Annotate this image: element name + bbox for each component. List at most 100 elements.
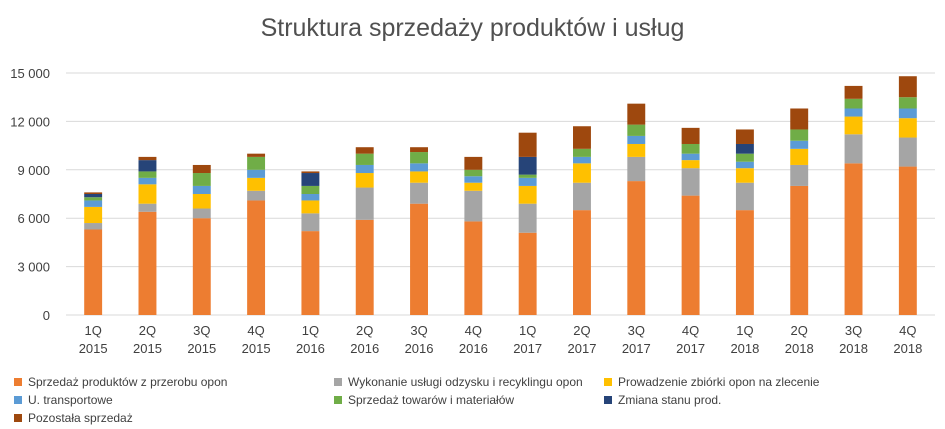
bar-segment [844,134,863,164]
bar-segment [518,174,537,178]
x-tick-label: 2015 [133,341,162,356]
bar-segment [301,200,320,214]
bar-segment [247,153,266,157]
bar-segment [464,221,483,315]
x-tick-label: 2017 [622,341,651,356]
chart-title: Struktura sprzedaży produktów i usług [260,14,685,42]
bar-segment [138,177,157,185]
bar-segment [84,229,103,315]
x-tick-label: 1Q [736,323,753,338]
bar-segment [192,173,211,186]
bar-segment [84,194,103,198]
x-tick-label: 2Q [573,323,590,338]
bar-segment [844,163,863,315]
legend-swatch [334,396,342,404]
x-tick-label: 2018 [839,341,868,356]
x-tick-label: 4Q [465,323,482,338]
x-tick-label: 3Q [628,323,645,338]
bar-segment [138,211,157,315]
bar-segment [573,210,591,315]
x-axis-ticks: 1Q 2015 2Q 2015 3Q 2015 4Q 2015 1Q 2016 2Q 2016 3Q 20… [79,323,923,356]
bar-segment [355,219,374,315]
bar-segment [681,127,700,144]
bar-segment [573,163,591,183]
bar-segment [898,76,917,98]
bar-segment [735,153,754,162]
legend-swatch [334,378,342,386]
legend-item: Pozostała sprzedaż [14,411,133,425]
legend-label: U. transportowe [28,393,113,407]
bar-segment [247,190,266,201]
bar-segment [735,129,754,144]
y-tick-label: 6 000 [17,211,50,226]
y-tick-label: 12 000 [10,114,50,129]
x-tick-label: 2016 [459,341,488,356]
bar-segment [84,206,103,224]
bar-segment [844,116,863,135]
bar-segment [627,135,646,144]
y-tick-label: 15 000 [10,66,50,81]
bar-segment [410,171,428,183]
bar-segment [627,124,646,136]
legend-item: Zmiana stanu prod. [604,393,721,407]
x-tick-label: 2017 [513,341,542,356]
x-tick-label: 2Q [791,323,808,338]
x-tick-label: 2Q [139,323,156,338]
legend-item: Sprzedaż produktów z przerobu opon [14,375,227,389]
bar-segment [355,187,374,220]
legend-swatch [14,414,22,422]
bar-segment [138,171,157,178]
bar-segment [301,171,320,174]
bar-segment [192,194,211,209]
bar-segment [247,156,266,170]
bar-segment [627,103,646,125]
bar-segment [410,182,428,204]
bar-segment [898,166,917,315]
bar-segment [573,126,591,149]
x-tick-label: 4Q [899,323,916,338]
bar-segment [790,140,809,149]
bar-segment [627,181,646,315]
x-tick-label: 2016 [350,341,379,356]
x-tick-label: 4Q [682,323,699,338]
bar-segment [84,223,103,230]
bar-segment [898,118,917,138]
y-tick-label: 0 [43,308,50,323]
x-tick-label: 3Q [193,323,210,338]
x-tick-label: 2016 [405,341,434,356]
legend-label: Wykonanie usługi odzysku i recyklingu op… [348,375,583,389]
legend-label: Sprzedaż towarów i materiałów [348,393,515,407]
bar-segment [84,197,103,201]
legend-swatch [604,396,612,404]
bar-segment [681,153,700,161]
x-tick-label: 2016 [296,341,325,356]
bar-segment [247,177,266,191]
x-tick-label: 2015 [79,341,108,356]
bar-segment [138,203,157,212]
bar-segment [735,210,754,315]
bar-segment [790,108,809,130]
bar-segment [518,185,537,204]
bar-segment [464,190,483,222]
bar-segment [573,182,591,211]
bar-segment [192,208,211,219]
bar-segment [247,200,266,315]
bar-segment [138,156,157,161]
bar-segment [84,192,103,194]
bar-segment [573,148,591,157]
bar-segment [844,85,863,99]
bar-segment [898,108,917,119]
bar-segment [464,182,483,191]
bar-segment [355,147,374,154]
legend-label: Zmiana stanu prod. [618,393,722,407]
bar-segment [790,164,809,186]
legend-swatch [14,396,22,404]
bar-segment [518,203,537,233]
x-tick-label: 2015 [242,341,271,356]
bar-segment [355,173,374,188]
bar-segment [681,168,700,196]
bar-segment [518,232,537,315]
bar-segment [627,143,646,157]
legend-swatch [14,378,22,386]
